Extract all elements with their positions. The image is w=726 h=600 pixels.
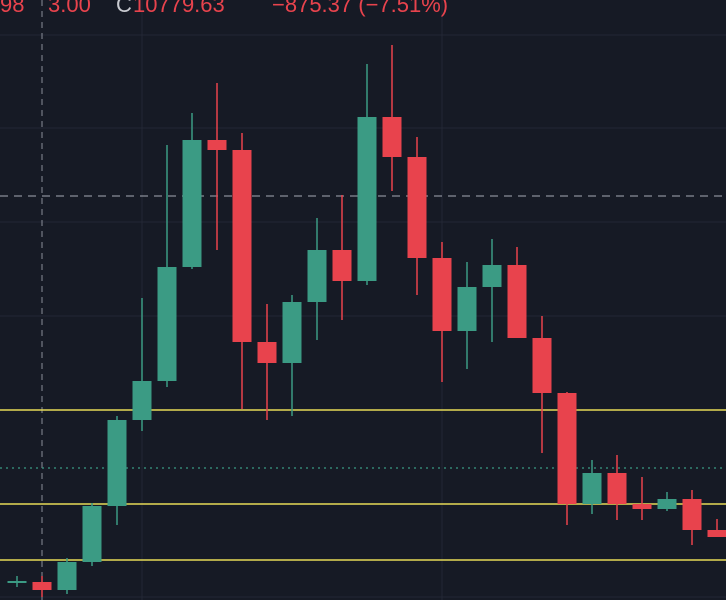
header-text: 10779.63 [133,0,225,17]
candle-body [532,338,552,393]
candle-body [607,473,627,504]
candle-body [207,140,227,150]
candle-body [507,265,527,338]
candle-body [682,499,702,530]
header-text: 98 [0,0,24,17]
candle-body [132,381,152,420]
candle-body [432,258,452,331]
candle-body [457,287,477,331]
candle-body [582,473,602,504]
candle-body [107,420,127,506]
header-text: 3.00 [48,0,91,17]
header-text: −875.37 (−7.51%) [272,0,448,17]
candle-body [382,117,402,157]
candle-body [257,342,277,363]
candle-body [57,562,77,590]
header-text: C [116,0,132,17]
candle-body [482,265,502,287]
candle-body [307,250,327,302]
candle-body [32,582,52,590]
candle-body [357,117,377,281]
candle-body [332,250,352,281]
candle-body [632,504,652,509]
plot [0,45,726,597]
candle-body [7,581,27,583]
candle-body [282,302,302,363]
candle-body [182,140,202,267]
candle-body [407,157,427,258]
candle-body [82,506,102,562]
candle-body [232,150,252,342]
candle-body [707,530,726,537]
candle-body [157,267,177,381]
candle-body [657,499,677,509]
candle-body [557,393,577,504]
